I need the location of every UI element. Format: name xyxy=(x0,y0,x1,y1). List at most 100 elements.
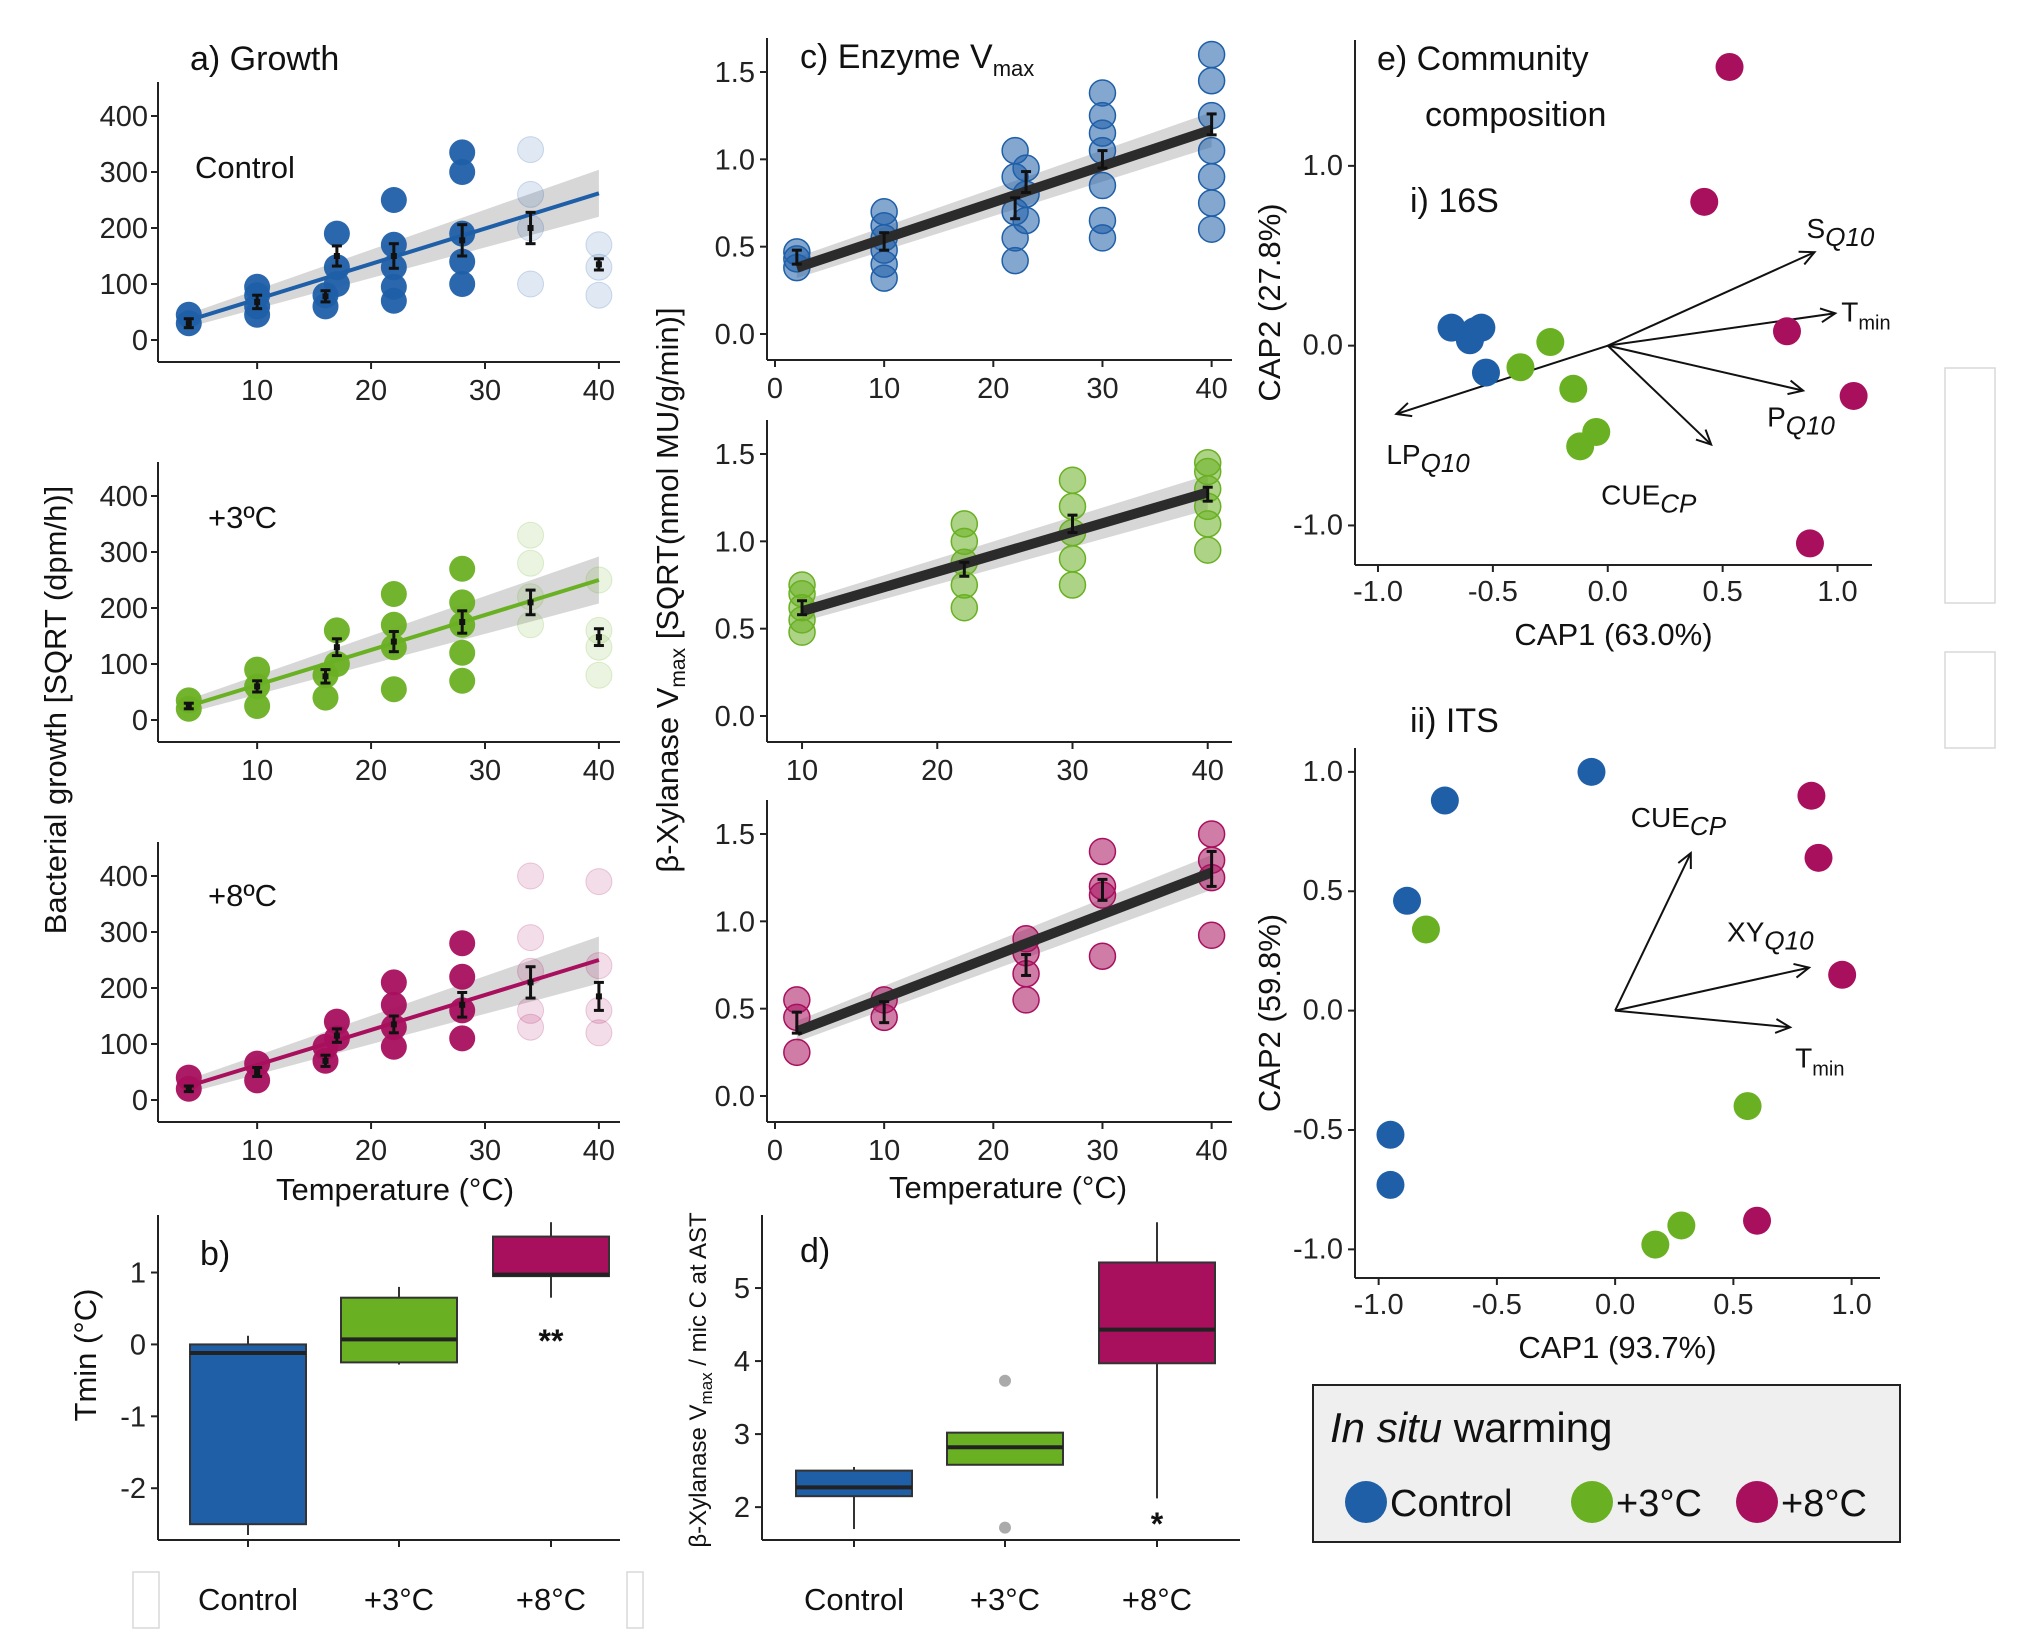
x-tick-label: 40 xyxy=(583,1135,615,1167)
loading-label: Tmin xyxy=(1795,1042,1844,1080)
y-tick-label: 1.5 xyxy=(715,57,755,89)
panel-c-ylabel: β-Xylanase Vmax [SQRT(nmol MU/g/min)] xyxy=(650,307,690,872)
data-point xyxy=(870,197,898,226)
y-tick-label: 1.0 xyxy=(715,526,755,558)
legend-title-italic: In situ xyxy=(1330,1404,1442,1451)
category-label: Control xyxy=(804,1582,904,1617)
box xyxy=(340,1296,458,1364)
site-point-w8 xyxy=(1795,529,1824,558)
y-tick-label: 1.0 xyxy=(715,144,755,176)
mean-point xyxy=(333,253,340,259)
data-point xyxy=(1088,171,1117,200)
panel-b-boxplot: -2 -1 0 1 Control +3°C +8°C ** xyxy=(120,1215,620,1617)
y-tick-label: 200 xyxy=(100,973,148,1005)
y-tick-label: 400 xyxy=(100,101,148,133)
y-tick-label: 1 xyxy=(130,1258,146,1290)
treatment-label: +3ºC xyxy=(208,500,277,535)
loading-arrow xyxy=(1614,852,1692,1012)
x-tick-label: 40 xyxy=(583,755,615,787)
site-point-control xyxy=(1577,757,1606,786)
data-point xyxy=(449,963,476,990)
y-tick-label: 3 xyxy=(734,1419,750,1451)
x-axis-label: CAP1 (63.0%) xyxy=(1514,617,1712,652)
legend-label: Control xyxy=(1390,1483,1513,1525)
panel-a-title: a) Growth xyxy=(190,40,339,78)
x-tick-label: 30 xyxy=(1056,755,1088,787)
data-point xyxy=(783,1038,811,1067)
decor-frame-3 xyxy=(132,1571,160,1629)
data-point xyxy=(449,1025,476,1052)
panel-e-title-line1: e) Community xyxy=(1377,40,1589,78)
x-tick-label: 30 xyxy=(469,1135,501,1167)
mean-point xyxy=(322,293,329,300)
panel-b-ylabel: Tmin (°C) xyxy=(68,1289,103,1422)
site-point-w3 xyxy=(1559,374,1588,403)
panel-c-title-main: c) Enzyme V xyxy=(800,38,993,76)
x-tick-label: 1.0 xyxy=(1817,576,1857,608)
loading-label-sub: CP xyxy=(1660,489,1697,519)
panel-e: e) Community composition i) 16S -1.0 0.0 1.… xyxy=(1252,40,1891,1365)
mean-point xyxy=(322,1057,329,1064)
site-point-w3 xyxy=(1506,353,1535,382)
legend-swatch-control xyxy=(1345,1481,1387,1523)
site-point-w8 xyxy=(1715,52,1744,81)
loading-label-main: T xyxy=(1795,1042,1812,1073)
data-point xyxy=(1193,536,1222,564)
x-tick-label: 20 xyxy=(977,1135,1009,1167)
loading-arrowhead xyxy=(1677,850,1692,870)
box xyxy=(1098,1261,1216,1365)
x-tick-label: 10 xyxy=(786,755,818,787)
box xyxy=(189,1343,307,1526)
data-point-excluded xyxy=(517,862,545,890)
site-point-w8 xyxy=(1772,317,1801,346)
y-tick-label: 0 xyxy=(132,1085,148,1117)
site-point-w3 xyxy=(1667,1211,1696,1240)
site-point-w3 xyxy=(1536,328,1565,357)
data-point xyxy=(380,1033,407,1060)
y-tick-label: 0 xyxy=(132,325,148,357)
data-point xyxy=(312,684,339,711)
regression-line xyxy=(800,487,1210,616)
x-tick-label: 1.0 xyxy=(1831,1289,1871,1321)
data-point xyxy=(323,617,350,644)
loading-arrowhead xyxy=(1793,962,1812,979)
mean-point xyxy=(459,1001,466,1008)
data-point-excluded xyxy=(517,521,545,549)
loading-arrow xyxy=(1615,1009,1791,1029)
y-tick-label: 0.0 xyxy=(715,1081,755,1113)
panel-a-plus8-plot: 0 100 200 300 400 10 20 30 40 +8ºC xyxy=(100,842,620,1167)
panel-a-control-plot: 0 100 200 300 400 10 20 30 40 Control xyxy=(100,82,620,407)
data-point xyxy=(449,639,476,666)
y-tick-label: 200 xyxy=(100,593,148,625)
y-axis-label: CAP2 (27.8%) xyxy=(1252,203,1287,401)
loading-arrow xyxy=(1607,344,1712,446)
panel-d-ylabel: β-Xylanase Vmax / mic C at AST xyxy=(685,1212,716,1548)
panel-c-ylabel-tail: [SQRT(nmol MU/g/min)] xyxy=(650,307,685,647)
loading-label-sub: min xyxy=(1812,1058,1844,1080)
x-tick-label: -0.5 xyxy=(1468,576,1518,608)
decor-frame-2 xyxy=(1944,651,1996,749)
data-point xyxy=(1088,206,1117,235)
outlier-point xyxy=(999,1374,1011,1387)
data-point-excluded xyxy=(585,868,613,896)
site-point-w3 xyxy=(1641,1230,1670,1259)
panel-e-title-line2: composition xyxy=(1425,96,1606,134)
panel-c-plus8-plot: 0.0 0.5 1.0 1.5 0 10 20 30 40 xyxy=(715,800,1232,1167)
category-label: +3°C xyxy=(364,1582,434,1617)
x-tick-label: 30 xyxy=(1086,373,1118,405)
data-point-excluded xyxy=(517,549,545,577)
y-tick-label: 1.5 xyxy=(715,439,755,471)
y-tick-label: 0.0 xyxy=(1303,995,1343,1027)
x-tick-label: 20 xyxy=(355,755,387,787)
data-point xyxy=(788,571,816,599)
data-point xyxy=(449,271,476,297)
panel-c-ylabel-sub: max xyxy=(667,647,690,687)
y-tick-label: 0.0 xyxy=(715,701,755,733)
y-tick-label: 0 xyxy=(130,1329,146,1361)
y-tick-label: 0.0 xyxy=(715,319,755,351)
y-tick-label: 5 xyxy=(734,1273,750,1305)
data-point xyxy=(449,667,476,694)
x-tick-label: 40 xyxy=(583,375,615,407)
legend-swatch-w3 xyxy=(1571,1481,1613,1523)
site-point-control xyxy=(1430,786,1459,815)
